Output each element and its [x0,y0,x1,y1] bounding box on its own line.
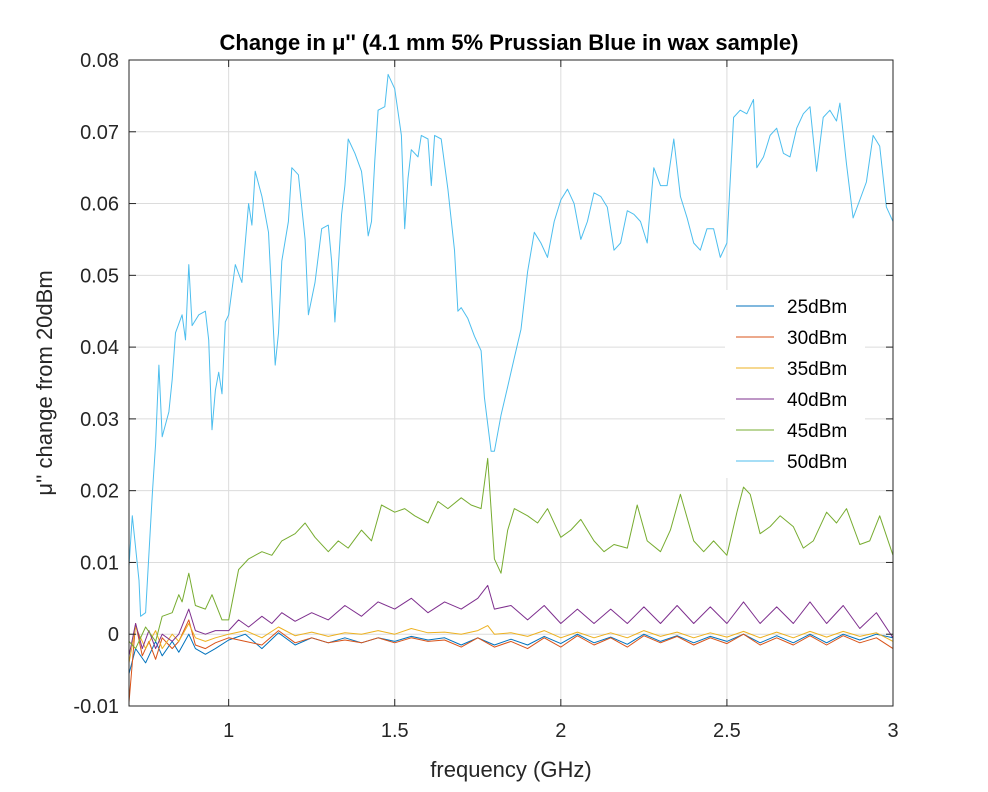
y-tick-label: 0.06 [80,194,119,216]
y-tick-label: 0.03 [80,409,119,431]
y-tick-label: 0.04 [80,337,119,359]
x-tick-label: 2.5 [713,720,741,742]
legend: 25dBm 30dBm 35dBm 40dBm 45dBm 50dBm [725,290,865,478]
x-tick-label: 1 [223,720,234,742]
series-layer [128,73,894,703]
series-line-45dBm [128,457,894,650]
x-tick-label: 2 [555,720,566,742]
y-tick-label: 0.05 [80,265,119,287]
x-axis: 1 1.5 2 2.5 3 [223,60,899,742]
series-line-25dBm [128,632,894,674]
legend-entry: 50dBm [787,452,847,473]
axes-box [128,59,894,707]
chart-title: Change in μ'' (4.1 mm 5% Prussian Blue i… [220,30,799,55]
y-axis: -0.01 0 0.01 0.02 0.03 0.04 0.05 0.06 0.07 0.08 [73,50,893,718]
y-tick-label: 0 [108,624,119,646]
legend-entry: 35dBm [787,359,847,380]
y-tick-label: 0.02 [80,481,119,503]
legend-entry: 30dBm [787,328,847,349]
y-tick-label: 0.01 [80,552,119,574]
y-tick-label: 0.07 [80,122,119,144]
legend-entry: 40dBm [787,390,847,411]
series-line-30dBm [128,619,894,703]
series-line-35dBm [128,623,894,663]
legend-entry: 25dBm [787,297,847,318]
y-tick-label: 0.08 [80,50,119,72]
legend-entry: 45dBm [787,421,847,442]
x-tick-label: 1.5 [381,720,409,742]
y-tick-label: -0.01 [73,696,119,718]
legend-box [725,290,865,478]
series-line-50dBm [128,73,894,617]
series-line-40dBm [128,584,894,656]
x-tick-label: 3 [887,720,898,742]
x-axis-label: frequency (GHz) [430,757,591,782]
y-axis-label: μ'' change from 20dBm [32,270,57,495]
